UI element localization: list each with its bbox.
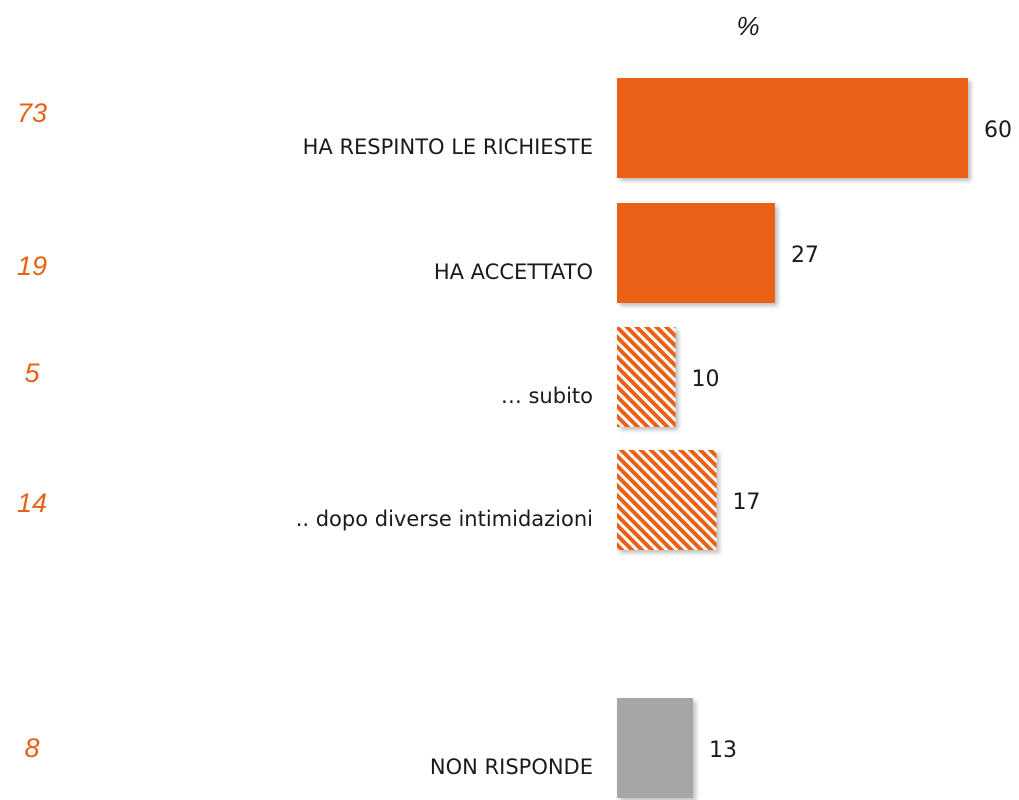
category-label: … subito: [501, 384, 593, 408]
value-label: 10: [692, 367, 720, 392]
category-label: NON RISPONDE: [430, 755, 593, 779]
category-label: HA ACCETTATO: [434, 260, 593, 284]
compare-value: 5: [24, 358, 40, 388]
category-label: HA RESPINTO LE RICHIESTE: [303, 135, 593, 159]
bar: [617, 698, 694, 798]
chart-title: %: [736, 11, 759, 41]
value-label: 17: [732, 490, 760, 515]
bar: [617, 203, 775, 303]
compare-value: 14: [17, 488, 47, 518]
compare-value: 8: [24, 733, 39, 763]
bar: [617, 327, 676, 427]
category-label: .. dopo diverse intimidazioni: [296, 507, 593, 531]
compare-value: 73: [17, 98, 47, 128]
compare-value: 19: [17, 251, 47, 281]
value-label: 13: [709, 738, 737, 763]
value-label: 60: [984, 118, 1012, 143]
bar: [617, 450, 717, 550]
value-label: 27: [791, 243, 819, 268]
bar: [617, 78, 968, 178]
